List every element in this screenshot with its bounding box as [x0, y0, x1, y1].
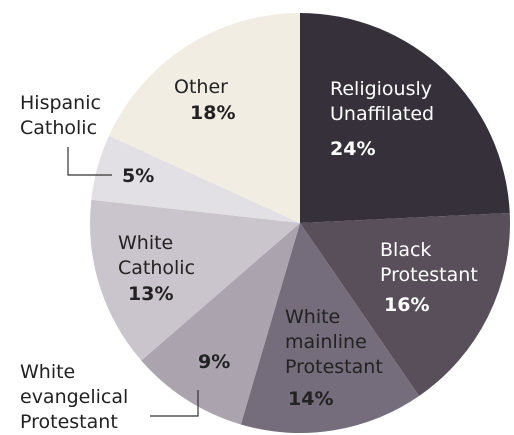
- pie-slice: [91, 135, 301, 223]
- slice-value-label: 18%: [190, 102, 235, 124]
- pie-slice: [108, 13, 300, 223]
- slice-label-line: Catholic: [118, 257, 195, 279]
- slice-label-line: Protestant: [20, 411, 118, 433]
- slice-label-line: mainline: [285, 331, 367, 353]
- pie-slice: [300, 213, 511, 396]
- slice-label-line: White: [285, 306, 340, 328]
- slice-label-line: Other: [174, 76, 228, 98]
- slice-label-line: Hispanic: [20, 92, 101, 114]
- pie-labels: Religiously Unaffilated 24% Black Protestant…: [20, 76, 478, 433]
- slice-label-line: Religiously: [330, 78, 432, 100]
- slice-label-line: White: [20, 361, 75, 383]
- pie-slices: [89, 13, 511, 433]
- pie-slice: [240, 223, 420, 433]
- slice-value-label: 13%: [128, 283, 173, 305]
- pie-slice: [89, 199, 300, 361]
- leader-line: [150, 390, 199, 417]
- slice-label-line: Catholic: [20, 117, 97, 139]
- slice-label-line: Unaffilated: [330, 103, 434, 125]
- slice-value-label: 5%: [122, 165, 154, 187]
- slice-label-line: Protestant: [380, 264, 478, 286]
- slice-label-line: White: [118, 232, 173, 254]
- slice-label-line: Protestant: [285, 356, 383, 378]
- slice-value-label: 14%: [288, 388, 333, 410]
- slice-value-label: 24%: [330, 138, 375, 160]
- pie-slice: [300, 13, 510, 223]
- slice-label-line: Black: [380, 239, 431, 261]
- pie-slice: [141, 223, 300, 425]
- leader-line: [67, 147, 112, 176]
- slice-value-label: 16%: [384, 294, 429, 316]
- slice-label-line: evangelical: [20, 386, 128, 408]
- slice-value-label: 9%: [198, 351, 230, 373]
